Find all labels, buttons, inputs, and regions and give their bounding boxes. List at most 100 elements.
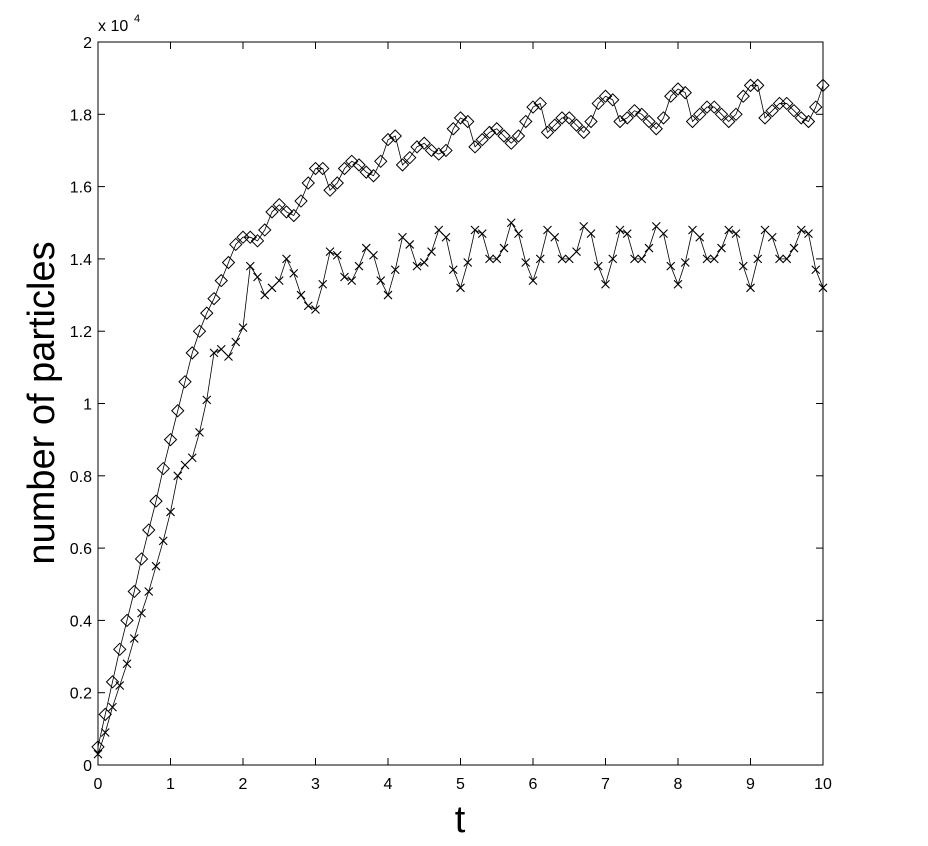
x-marker xyxy=(180,460,190,470)
diamond-marker xyxy=(519,114,533,129)
x-marker xyxy=(499,243,509,253)
diamond-marker xyxy=(816,78,830,93)
diamond-marker xyxy=(606,93,620,107)
x-marker xyxy=(93,749,103,759)
diamond-marker xyxy=(642,114,656,129)
x-marker xyxy=(796,225,806,235)
diamond-marker xyxy=(809,100,823,114)
diamond-marker xyxy=(453,111,468,125)
x-tick-label: 0 xyxy=(94,776,103,793)
diamond-marker xyxy=(294,194,308,208)
y-axis-label: number of particles xyxy=(21,241,63,564)
x-marker xyxy=(340,272,349,282)
x-marker xyxy=(622,229,632,238)
x-marker xyxy=(579,221,589,231)
x-marker xyxy=(151,561,161,571)
x-marker xyxy=(695,232,705,242)
diamond-marker xyxy=(787,103,801,118)
diamond-marker xyxy=(765,103,779,118)
diamond-marker xyxy=(272,197,286,212)
diamond-marker xyxy=(475,132,489,147)
diamond-marker xyxy=(432,147,446,161)
x-marker xyxy=(238,323,248,332)
x-marker xyxy=(521,258,531,267)
diamond-marker xyxy=(736,89,750,103)
x-marker xyxy=(158,536,168,546)
x-marker xyxy=(419,258,429,267)
x-marker xyxy=(137,608,146,618)
diamond-marker xyxy=(214,273,228,288)
diamond-marker xyxy=(613,114,627,129)
x-marker xyxy=(412,261,422,271)
diamond-marker xyxy=(258,223,272,237)
y-tick-label: 0.8 xyxy=(70,469,92,486)
x-marker xyxy=(122,659,132,669)
x-marker xyxy=(746,283,755,293)
x-marker xyxy=(528,276,538,285)
diamond-marker xyxy=(200,306,214,320)
diamond-marker xyxy=(424,143,439,158)
diamond-marker xyxy=(366,169,381,183)
x-marker xyxy=(260,290,270,300)
diamond-marker xyxy=(374,154,388,169)
x-marker xyxy=(651,221,661,231)
diamond-marker xyxy=(794,111,808,125)
x-marker xyxy=(347,276,357,285)
series-line xyxy=(97,221,824,755)
diamond-marker xyxy=(185,346,199,360)
diamond-marker xyxy=(345,154,359,169)
x-marker xyxy=(470,225,480,235)
x-marker xyxy=(811,265,821,275)
x-marker xyxy=(448,265,458,275)
x-marker xyxy=(224,352,233,361)
y-tick-label: 0.2 xyxy=(70,686,92,703)
x-marker xyxy=(282,254,291,264)
x-marker xyxy=(630,254,639,264)
diamond-marker xyxy=(490,122,504,136)
x-marker xyxy=(818,283,828,293)
x-marker xyxy=(659,229,668,238)
diamond-marker xyxy=(149,494,163,508)
diamond-marker xyxy=(359,165,373,179)
x-marker xyxy=(709,254,719,264)
x-marker xyxy=(173,471,183,481)
x-marker xyxy=(673,279,683,289)
x-marker xyxy=(325,247,335,257)
diamond-marker xyxy=(127,584,141,599)
diamond-marker xyxy=(511,129,526,143)
diamond-marker xyxy=(403,150,417,165)
diamond-marker xyxy=(700,100,714,114)
x-marker xyxy=(115,681,125,690)
x-marker xyxy=(506,218,516,228)
diamond-marker xyxy=(722,114,736,129)
x-marker xyxy=(361,243,371,253)
x-tick-label: 2 xyxy=(239,776,248,793)
diamond-marker xyxy=(287,208,301,223)
x-marker xyxy=(441,232,451,242)
x-marker xyxy=(760,225,770,235)
y-tick-label: 1.6 xyxy=(70,180,92,197)
diamond-marker xyxy=(156,461,170,476)
diamond-marker xyxy=(693,107,707,122)
x-marker xyxy=(216,344,226,354)
diamond-marker xyxy=(656,111,671,125)
diamond-marker xyxy=(316,161,330,176)
y-tick-label: 1.2 xyxy=(70,324,92,341)
diamond-marker xyxy=(192,324,207,338)
diamond-marker xyxy=(323,183,337,197)
x-tick-label: 1 xyxy=(166,776,175,793)
x-tick-label: 10 xyxy=(814,776,832,793)
x-marker xyxy=(202,395,212,405)
diamond-marker xyxy=(265,205,279,219)
diamond-marker xyxy=(729,107,743,122)
series-line xyxy=(97,84,824,748)
diamond-marker xyxy=(569,118,584,132)
diamond-marker xyxy=(584,114,598,129)
x-marker xyxy=(434,225,444,235)
x-marker xyxy=(253,272,262,282)
diamond-marker xyxy=(134,552,149,566)
diamond-marker xyxy=(330,176,344,190)
x-marker xyxy=(369,250,378,260)
x-marker xyxy=(564,254,574,264)
diamond-marker xyxy=(548,118,562,132)
